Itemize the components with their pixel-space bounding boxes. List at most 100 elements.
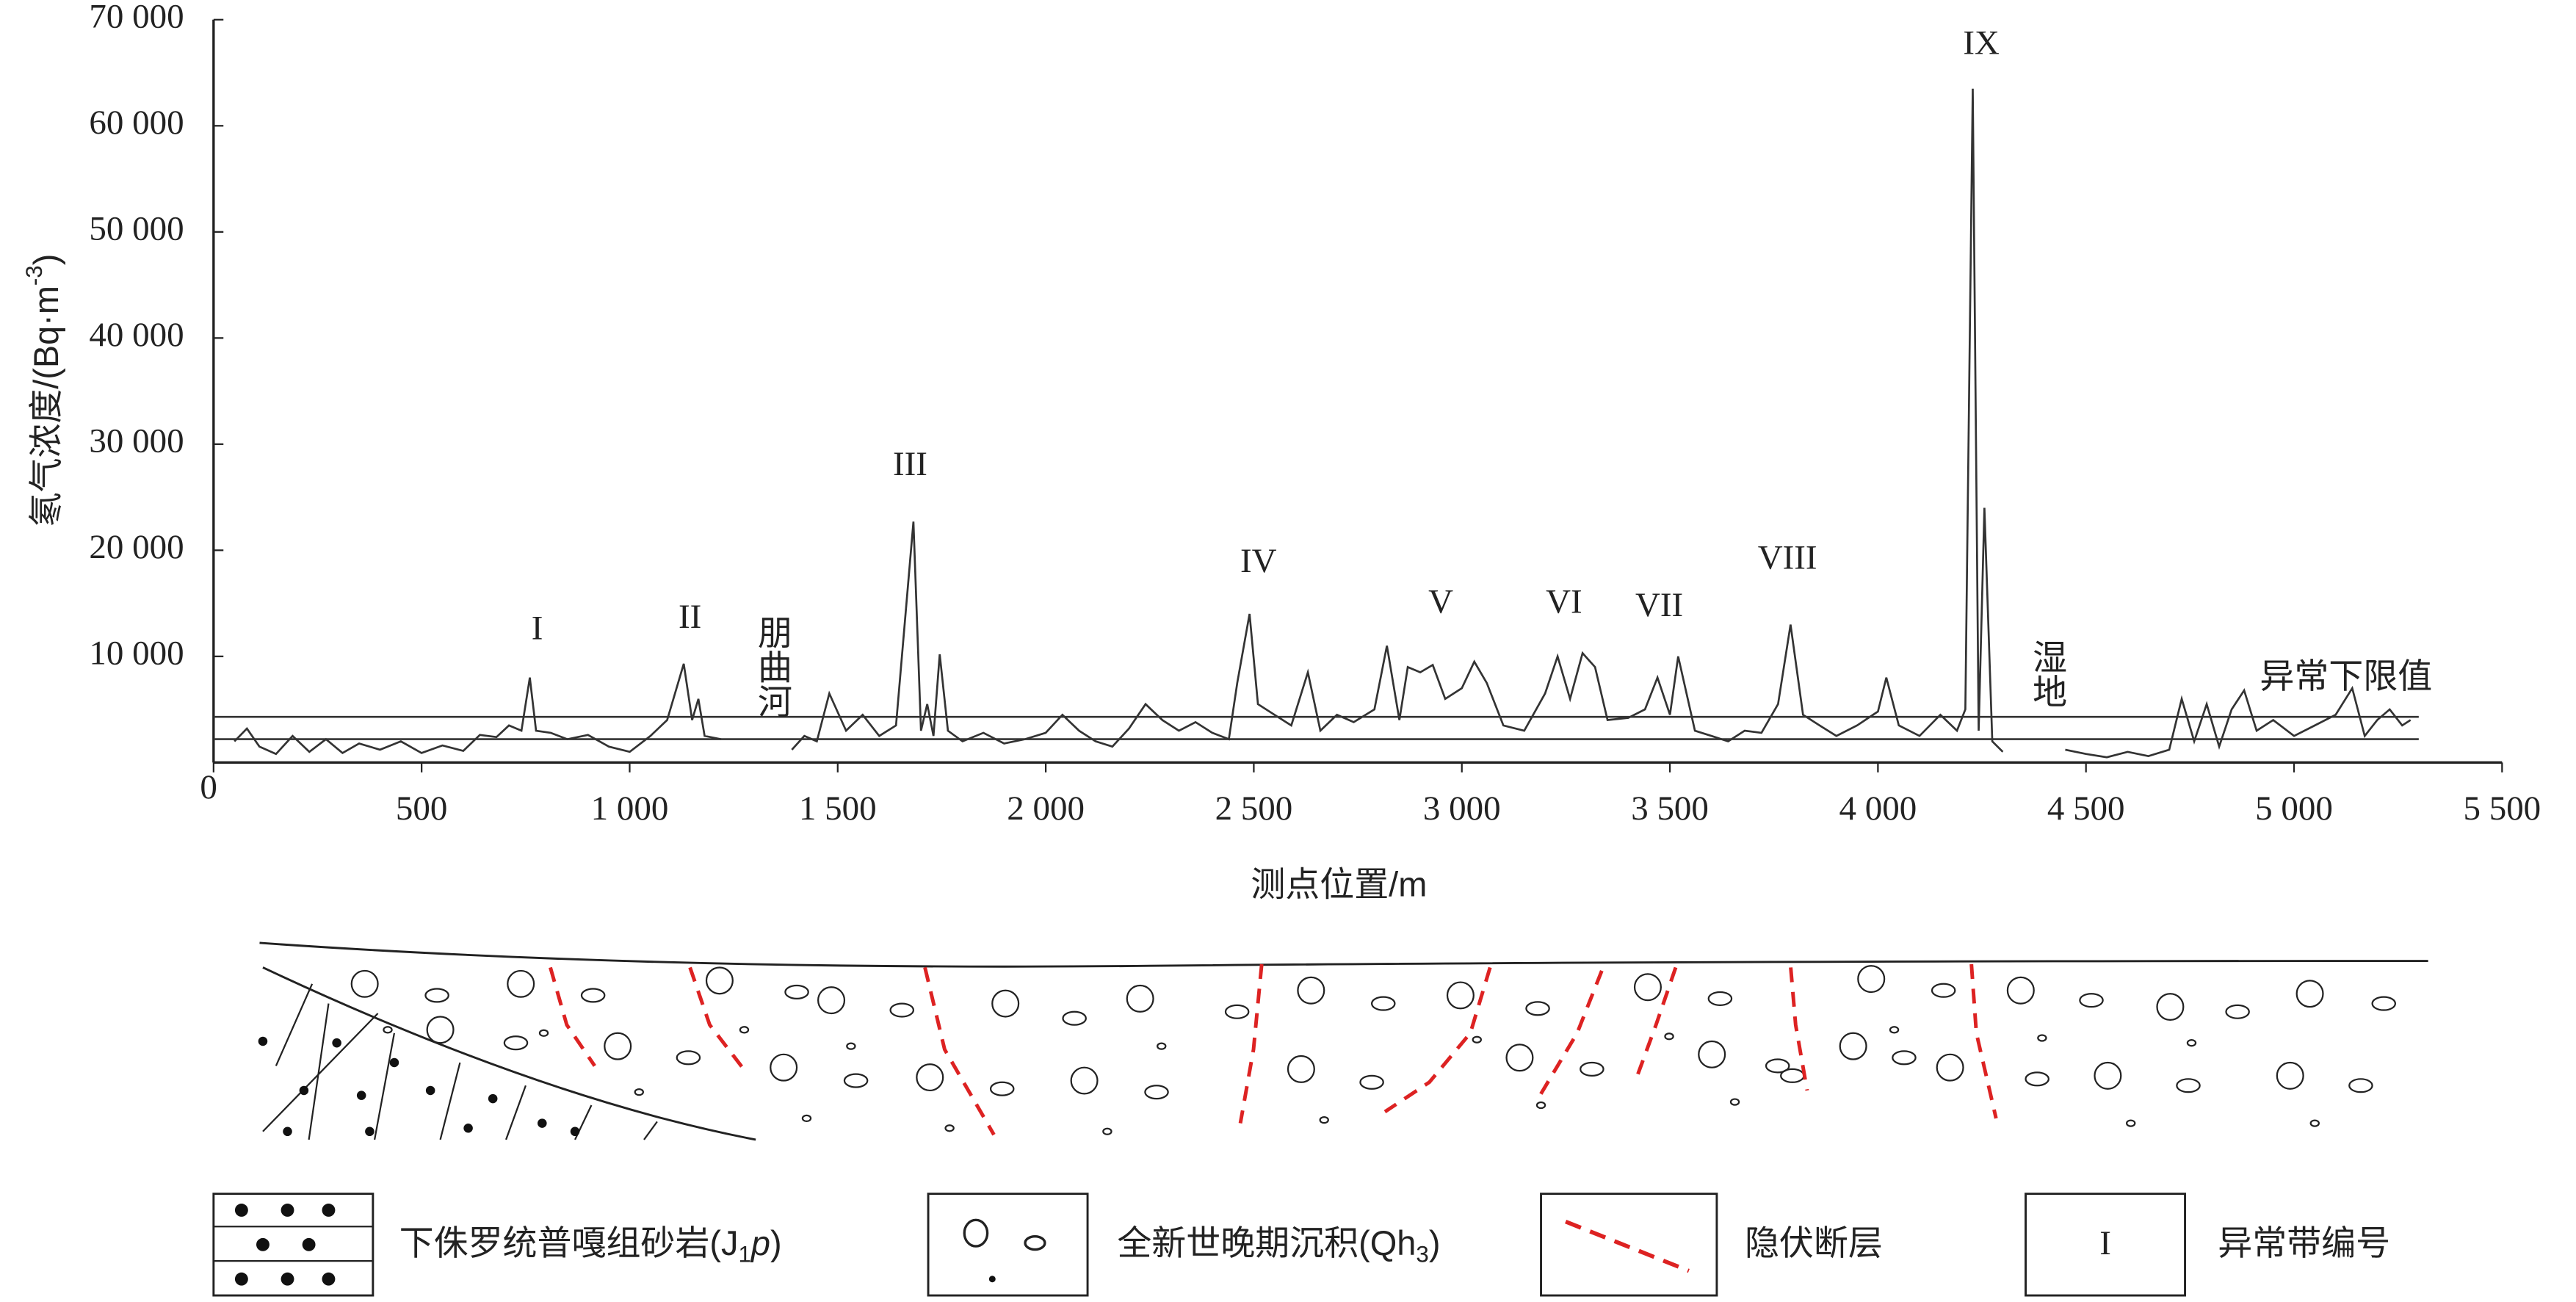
annotation: IV [1240, 542, 1277, 580]
fault [1534, 970, 1604, 1103]
gravel [1931, 983, 1956, 998]
y-tick-label: 50 000 [89, 210, 184, 248]
x-tick-label: 1 500 [799, 789, 877, 828]
grain [1889, 1026, 1900, 1034]
sand-dot [258, 1036, 268, 1046]
gravel [1224, 1004, 1250, 1019]
pebble [817, 986, 846, 1015]
pebble [1505, 1044, 1534, 1072]
gravel [1359, 1074, 1384, 1090]
gravel [1780, 1068, 1805, 1083]
gravel [424, 988, 449, 1003]
legend: 下侏罗统普嘎组砂岩(J1p) 全新世晚期沉积(Qh3) 隐伏断层 I 异常带编号 [212, 1193, 2390, 1297]
legend-box [1540, 1193, 1718, 1297]
pebble [991, 989, 1020, 1018]
gravel [1062, 1010, 1087, 1026]
grain [634, 1088, 644, 1096]
pebble [1297, 976, 1325, 1005]
grain [1472, 1035, 1482, 1044]
x-tick-label: 3 500 [1631, 789, 1709, 828]
y-axis-label-part: 氡气浓度/(Bq·m [27, 286, 65, 527]
pebble [1857, 965, 1886, 994]
legend-dot [322, 1272, 336, 1286]
fault [688, 966, 749, 1076]
annotation: III [893, 445, 927, 483]
hatch [643, 1121, 658, 1140]
legend-dot [234, 1204, 248, 1217]
gravel [2348, 1078, 2373, 1093]
pebble [1936, 1053, 1964, 1082]
y-tick-label: 30 000 [89, 422, 184, 460]
gravel [843, 1073, 869, 1088]
sand-dot [488, 1093, 498, 1104]
x-tick-label: 0 [200, 768, 217, 806]
pebble [426, 1016, 455, 1044]
y-axis-label: 氡气浓度/(Bq·m-3) [21, 254, 65, 527]
gravel [1892, 1050, 1917, 1066]
grain [846, 1042, 856, 1050]
annotation: VI [1546, 583, 1582, 621]
fault [1789, 967, 1809, 1091]
pebble [2276, 1061, 2304, 1090]
pebble [1070, 1066, 1099, 1095]
annotation: I [532, 609, 543, 647]
legend-dot [322, 1204, 336, 1217]
legend-symbol: I [2099, 1224, 2111, 1262]
x-tick-label: 5 000 [2255, 789, 2333, 828]
grain [2309, 1119, 2320, 1127]
fault [549, 966, 596, 1067]
sand-dot [463, 1124, 473, 1133]
legend-label-part: 下侏罗统普嘎组砂岩(J [399, 1224, 739, 1262]
grain [1664, 1032, 1674, 1041]
pebble [1633, 973, 1662, 1002]
y-tick-label: 40 000 [89, 316, 184, 354]
sand-dot [425, 1085, 435, 1096]
annotation: 湿地 [2028, 640, 2067, 709]
legend-dot [281, 1272, 294, 1286]
gravel [1370, 996, 1396, 1011]
gravel [580, 988, 606, 1003]
y-tick-label: 60 000 [89, 104, 184, 142]
x-tick-label: 3 000 [1423, 789, 1501, 828]
pebble [1698, 1040, 1726, 1068]
legend-label: 隐伏断层 [1745, 1224, 1883, 1262]
legend-label-part: ) [770, 1224, 782, 1262]
gravel [1580, 1061, 1604, 1077]
x-tick-label: 2 000 [1007, 789, 1085, 828]
y-axis-label-part: -3 [21, 265, 47, 286]
grain [2125, 1119, 2136, 1127]
gravel [1765, 1058, 1790, 1074]
gravel [2225, 1004, 2250, 1019]
hatch [275, 983, 314, 1066]
pebble [2094, 1061, 2122, 1090]
pebble [2006, 976, 2035, 1005]
grain [2037, 1034, 2047, 1042]
gravel [2079, 993, 2104, 1008]
sand-dot [356, 1091, 366, 1100]
x-tick-label: 2 500 [1215, 789, 1293, 828]
gravel [784, 984, 809, 1000]
legend-dot [302, 1237, 316, 1251]
legend-label-part: 全新世晚期沉积(Qh [1117, 1224, 1416, 1262]
gravel [503, 1035, 529, 1051]
legend-grain [988, 1276, 996, 1283]
pebble [1287, 1055, 1315, 1083]
grain [739, 1026, 750, 1034]
sand-dot [389, 1057, 399, 1068]
pebble [604, 1032, 632, 1060]
x-tick-label: 500 [396, 789, 447, 828]
annotation: VIII [1758, 538, 1817, 576]
gravel [2371, 996, 2397, 1011]
legend-gravel [1024, 1235, 1046, 1251]
x-axis-label: 测点位置/m [1251, 865, 1427, 903]
pebble [916, 1063, 944, 1092]
contact-line [262, 966, 756, 1141]
legend-dot [281, 1204, 294, 1217]
annotation: 朋曲河 [753, 615, 792, 718]
legend-label: 下侏罗统普嘎组砂岩(J1p) [399, 1224, 782, 1267]
grain [1729, 1098, 1740, 1106]
reference-label: 异常下限值 [2260, 657, 2432, 695]
annotation: V [1428, 583, 1453, 621]
annotation: VII [1635, 586, 1683, 624]
legend-label-part: 隐伏断层 [1745, 1224, 1883, 1262]
